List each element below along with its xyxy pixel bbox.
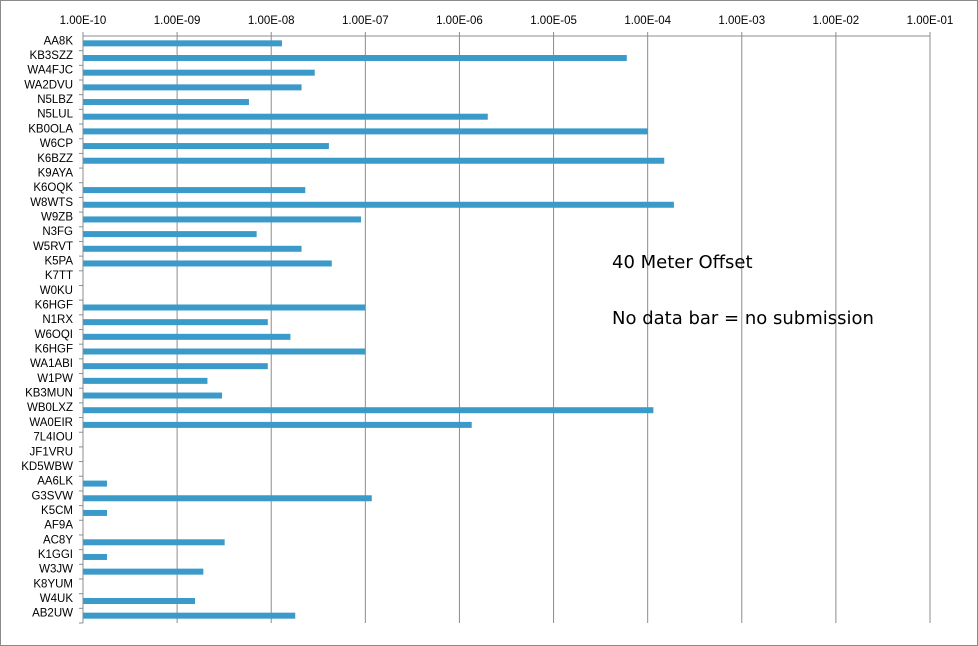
category-label-39: AB2UW	[32, 608, 73, 620]
bar-18	[83, 304, 366, 311]
grid-layer	[82, 36, 931, 623]
category-label-6: KB0OLA	[28, 123, 73, 135]
x-tick-labels: 1.00E-10 1.00E-09 1.00E-08 1.00E-07 1.00E-06…	[60, 15, 954, 27]
bar-14	[83, 245, 302, 252]
bar-35	[83, 553, 108, 560]
category-label-29: KD5WBW	[21, 461, 73, 473]
x-tick-label-2: 1.00E-08	[248, 15, 295, 27]
category-label-23: W1PW	[37, 373, 73, 385]
x-tick-label-7: 1.00E-03	[718, 15, 765, 27]
x-tick-label-0: 1.00E-10	[60, 15, 107, 27]
category-label-18: K6HGF	[35, 300, 73, 312]
x-tick-label-9: 1.00E-01	[907, 15, 954, 27]
bar-24	[83, 392, 223, 399]
axis-layer	[79, 32, 931, 624]
category-label-17: W0KU	[40, 285, 73, 297]
category-label-28: JF1VRU	[30, 446, 73, 458]
category-label-19: N1RX	[42, 314, 73, 326]
x-tick-label-5: 1.00E-05	[530, 15, 577, 27]
bar-36	[83, 568, 204, 575]
bar-38	[83, 597, 196, 604]
category-label-12: W9ZB	[41, 211, 73, 223]
bar-22	[83, 363, 268, 370]
category-label-38: W4UK	[40, 593, 74, 605]
bar-11	[83, 201, 674, 208]
category-label-24: KB3MUN	[25, 388, 73, 400]
x-tick-label-1: 1.00E-09	[154, 15, 201, 27]
bar-32	[83, 509, 108, 516]
bar-20	[83, 333, 291, 340]
category-label-14: W5RVT	[33, 241, 73, 253]
category-label-21: K6HGF	[35, 344, 73, 356]
bar-10	[83, 187, 306, 194]
category-label-10: K6OQK	[33, 182, 73, 194]
category-label-15: K5PA	[44, 255, 73, 267]
category-label-7: W6CP	[40, 138, 74, 150]
annotation-title: 40 Meter Offset	[612, 252, 753, 273]
bar-19	[83, 319, 268, 326]
bar-5	[83, 113, 488, 120]
category-labels: AA8K KB3SZZ WA4FJC WA2DVU N5LBZ N5LUL KB0OLA W6…	[21, 35, 73, 619]
bar-8	[83, 157, 665, 164]
category-label-13: N3FG	[42, 226, 73, 238]
bar-6	[83, 128, 648, 135]
bar-15	[83, 260, 332, 267]
bar-13	[83, 231, 257, 238]
category-label-5: N5LUL	[37, 109, 73, 121]
annotation-note: No data bar = no submission	[612, 308, 874, 329]
category-label-0: AA8K	[44, 35, 74, 47]
x-tick-label-3: 1.00E-07	[342, 15, 389, 27]
bar-21	[83, 348, 366, 355]
category-label-22: WA1ABI	[30, 358, 73, 370]
bar-1	[83, 55, 627, 62]
category-label-26: WA0EIR	[29, 417, 73, 429]
category-label-35: K1GGI	[38, 549, 73, 561]
category-label-32: K5CM	[41, 505, 73, 517]
category-label-36: W3JW	[39, 564, 73, 576]
bar-12	[83, 216, 362, 223]
bar-3	[83, 84, 302, 91]
bar-4	[83, 99, 249, 106]
bar-25	[83, 407, 654, 414]
category-label-3: WA2DVU	[24, 79, 73, 91]
category-label-31: G3SVW	[31, 490, 73, 502]
category-label-27: 7L4IOU	[33, 432, 73, 444]
category-label-11: W8WTS	[30, 197, 73, 209]
category-label-33: AF9A	[44, 520, 73, 532]
bar-31	[83, 495, 372, 502]
bar-7	[83, 143, 329, 150]
category-label-25: WB0LXZ	[27, 402, 73, 414]
x-tick-label-4: 1.00E-06	[436, 15, 483, 27]
bar-30	[83, 480, 108, 487]
category-label-37: K8YUM	[33, 578, 73, 590]
x-tick-label-6: 1.00E-04	[624, 15, 671, 27]
bar-34	[83, 539, 225, 546]
category-label-2: WA4FJC	[27, 65, 73, 77]
category-label-20: W6OQI	[35, 329, 73, 341]
bar-23	[83, 377, 208, 384]
bar-2	[83, 69, 315, 76]
category-label-8: K6BZZ	[37, 153, 73, 165]
x-tick-label-8: 1.00E-02	[813, 15, 860, 27]
bar-26	[83, 421, 472, 428]
category-label-30: AA6LK	[37, 476, 73, 488]
bar-0	[83, 40, 282, 47]
category-label-9: K9AYA	[38, 167, 74, 179]
category-label-34: AC8Y	[43, 534, 73, 546]
category-label-4: N5LBZ	[37, 94, 73, 106]
category-label-16: K7TT	[45, 270, 73, 282]
bars-layer	[83, 40, 674, 619]
category-label-1: KB3SZZ	[30, 50, 73, 62]
bar-39	[83, 612, 296, 619]
